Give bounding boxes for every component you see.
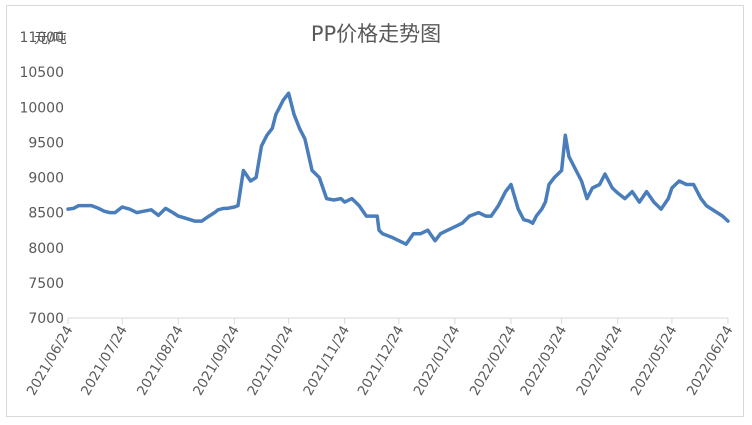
x-tick-label: 2021/10/24 [244,323,297,398]
y-axis-ticks: 7000 7500 8000 8500 9000 9500 10000 10500 11000 [19,30,64,327]
x-tick-label: 2021/12/24 [355,323,408,398]
y-unit-label: 元/吨 [34,31,67,47]
y-tick-label: 7500 [28,276,64,292]
y-tick-label: 10000 [19,100,64,116]
y-tick-label: 8500 [28,206,64,222]
y-tick-label: 11000 [19,30,64,46]
y-tick-label: 9500 [28,135,64,151]
x-tick-label: 2022/03/24 [517,323,570,398]
y-tick-label: 9000 [28,171,64,187]
x-tick-label: 2022/02/24 [467,323,520,398]
x-tick-label: 2021/07/24 [78,323,131,398]
x-tick-label: 2022/05/24 [628,323,681,398]
x-tick-label: 2022/04/24 [573,323,626,398]
y-tick-label: 7000 [28,311,64,327]
x-tick-label: 2021/08/24 [134,323,187,398]
x-tick-label: 2021/09/24 [190,323,243,398]
chart-title: PP价格走势图 [311,22,441,46]
x-tick-label: 2022/01/24 [411,323,464,398]
series-lines [66,91,730,246]
x-axis [67,317,729,324]
chart-frame [6,5,744,417]
x-tick-label: 2022/06/24 [684,323,737,398]
x-tick-label: 2021/06/24 [24,323,77,398]
series-line [66,91,730,246]
y-tick-label: 8000 [28,241,64,257]
y-tick-label: 10500 [19,65,64,81]
x-tick-label: 2021/11/24 [300,323,353,398]
x-axis-ticks: 2021/06/24 2021/07/24 2021/08/24 2021/09/24… [24,323,737,398]
